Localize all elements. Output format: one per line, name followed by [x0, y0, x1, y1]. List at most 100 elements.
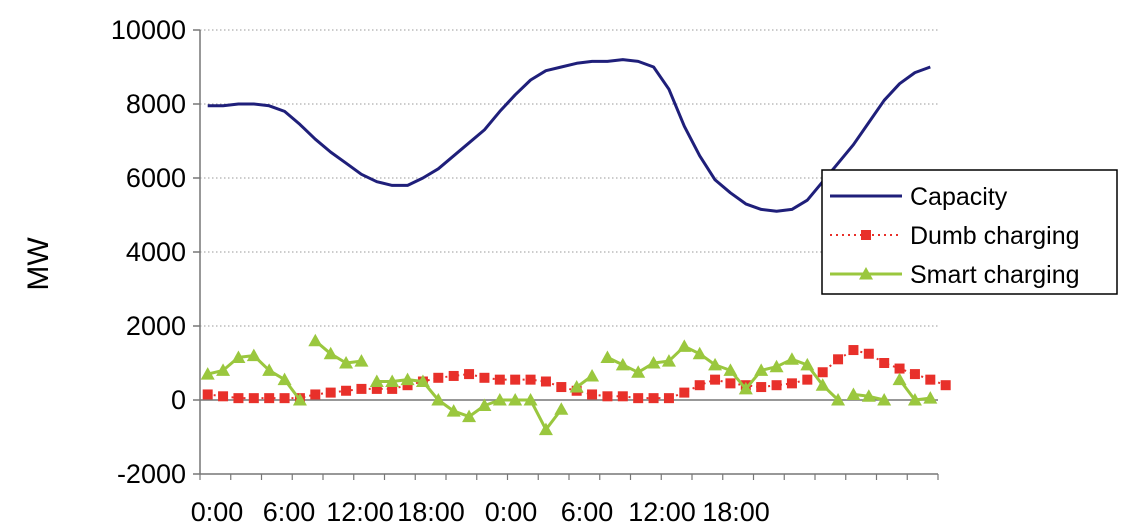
- data-point-marker: [894, 363, 905, 374]
- data-point-marker: [648, 393, 659, 404]
- data-point-marker: [218, 391, 229, 402]
- data-point-marker: [877, 393, 892, 406]
- data-point-marker: [923, 391, 938, 404]
- data-point-marker: [400, 372, 415, 386]
- data-point-marker: [784, 352, 799, 365]
- data-point-marker: [556, 382, 567, 393]
- data-point-marker: [310, 389, 321, 400]
- data-point-marker: [508, 393, 523, 406]
- data-point-marker: [233, 393, 244, 404]
- data-point-marker: [646, 356, 661, 369]
- data-point-marker: [464, 369, 475, 380]
- x-tick-label: 0:00: [191, 497, 244, 527]
- x-tick-label: 18:00: [397, 497, 465, 527]
- data-point-marker: [587, 389, 598, 400]
- y-tick-label: -2000: [117, 459, 186, 489]
- data-point-marker: [585, 368, 600, 382]
- series-line: [606, 344, 840, 402]
- data-point-marker: [615, 357, 630, 371]
- y-tick-label: 4000: [126, 237, 186, 267]
- data-point-marker: [431, 393, 446, 406]
- data-point-marker: [679, 387, 690, 398]
- series-line: [314, 339, 362, 365]
- data-point-marker: [494, 374, 505, 385]
- data-point-marker: [677, 339, 692, 352]
- axes: [199, 30, 938, 475]
- data-point-marker: [446, 404, 461, 417]
- x-tick-label: 12:00: [628, 497, 696, 527]
- data-point-marker: [617, 391, 628, 402]
- data-point-marker: [433, 372, 444, 383]
- data-point-marker: [786, 378, 797, 389]
- x-tick-label: 6:00: [561, 497, 614, 527]
- data-point-marker: [663, 393, 674, 404]
- data-point-marker: [477, 398, 492, 412]
- data-point-marker: [907, 393, 922, 406]
- data-point-marker: [339, 356, 354, 369]
- data-point-marker: [200, 367, 215, 380]
- data-point-marker: [769, 359, 784, 373]
- data-point-marker: [279, 393, 290, 404]
- y-tick-label: 0: [171, 385, 186, 415]
- data-point-marker: [479, 372, 490, 383]
- data-point-marker: [292, 393, 307, 406]
- data-point-marker: [925, 374, 936, 385]
- series-line: [207, 58, 931, 213]
- data-point-marker: [216, 363, 231, 376]
- data-point-marker: [246, 348, 261, 362]
- x-axis-ticks: 0:00 6:00 12:00 18:00 0:00 6:00 12:00 18:00: [191, 474, 939, 527]
- data-point-marker: [525, 374, 536, 385]
- data-point-marker: [356, 383, 367, 394]
- data-point-marker: [710, 374, 721, 385]
- series-capacity: [207, 58, 931, 213]
- legend-label: Capacity: [910, 183, 1008, 211]
- data-point-marker: [815, 378, 830, 391]
- data-point-marker: [661, 354, 676, 367]
- legend-label: Dumb charging: [910, 222, 1080, 250]
- data-point-marker: [863, 348, 874, 359]
- data-point-marker: [800, 357, 815, 371]
- data-point-marker: [771, 380, 782, 391]
- data-point-marker: [892, 372, 907, 386]
- data-point-marker: [325, 387, 336, 398]
- data-point-marker: [631, 365, 646, 378]
- data-point-marker: [569, 380, 584, 393]
- data-point-marker: [369, 374, 384, 387]
- data-point-marker: [725, 378, 736, 389]
- data-point-marker: [341, 385, 352, 396]
- x-tick-label: 18:00: [702, 497, 770, 527]
- data-point-marker: [802, 374, 813, 385]
- data-point-marker: [248, 393, 259, 404]
- data-point-marker: [848, 345, 859, 356]
- data-point-marker: [415, 374, 430, 387]
- data-point-marker: [756, 382, 767, 393]
- data-point-marker: [385, 374, 400, 387]
- series-smart-charging: [200, 333, 938, 436]
- data-point-marker: [738, 381, 753, 395]
- data-point-marker: [323, 346, 338, 360]
- data-point-marker: [692, 346, 707, 360]
- y-axis-ticks: 10000 8000 6000 4000 2000 0 -2000: [111, 15, 200, 489]
- legend-marker: [861, 230, 871, 240]
- data-point-marker: [708, 357, 723, 371]
- data-point-marker: [723, 363, 738, 376]
- data-point-marker: [694, 380, 705, 391]
- data-point-marker: [833, 354, 844, 365]
- data-point-marker: [402, 380, 413, 391]
- y-axis-label: MW: [22, 237, 55, 291]
- legend-label: Smart charging: [910, 261, 1080, 289]
- data-point-marker: [861, 389, 876, 402]
- data-point-marker: [846, 387, 861, 400]
- data-point-marker: [231, 350, 246, 363]
- data-point-marker: [600, 350, 615, 363]
- data-point-marker: [202, 389, 213, 400]
- data-point-marker: [602, 391, 613, 402]
- data-point-marker: [633, 393, 644, 404]
- x-tick-label: 0:00: [485, 497, 538, 527]
- data-point-marker: [754, 363, 769, 376]
- data-point-marker: [879, 358, 890, 368]
- data-point-marker: [940, 380, 951, 391]
- legend-marker: [859, 267, 873, 280]
- data-point-marker: [371, 383, 382, 394]
